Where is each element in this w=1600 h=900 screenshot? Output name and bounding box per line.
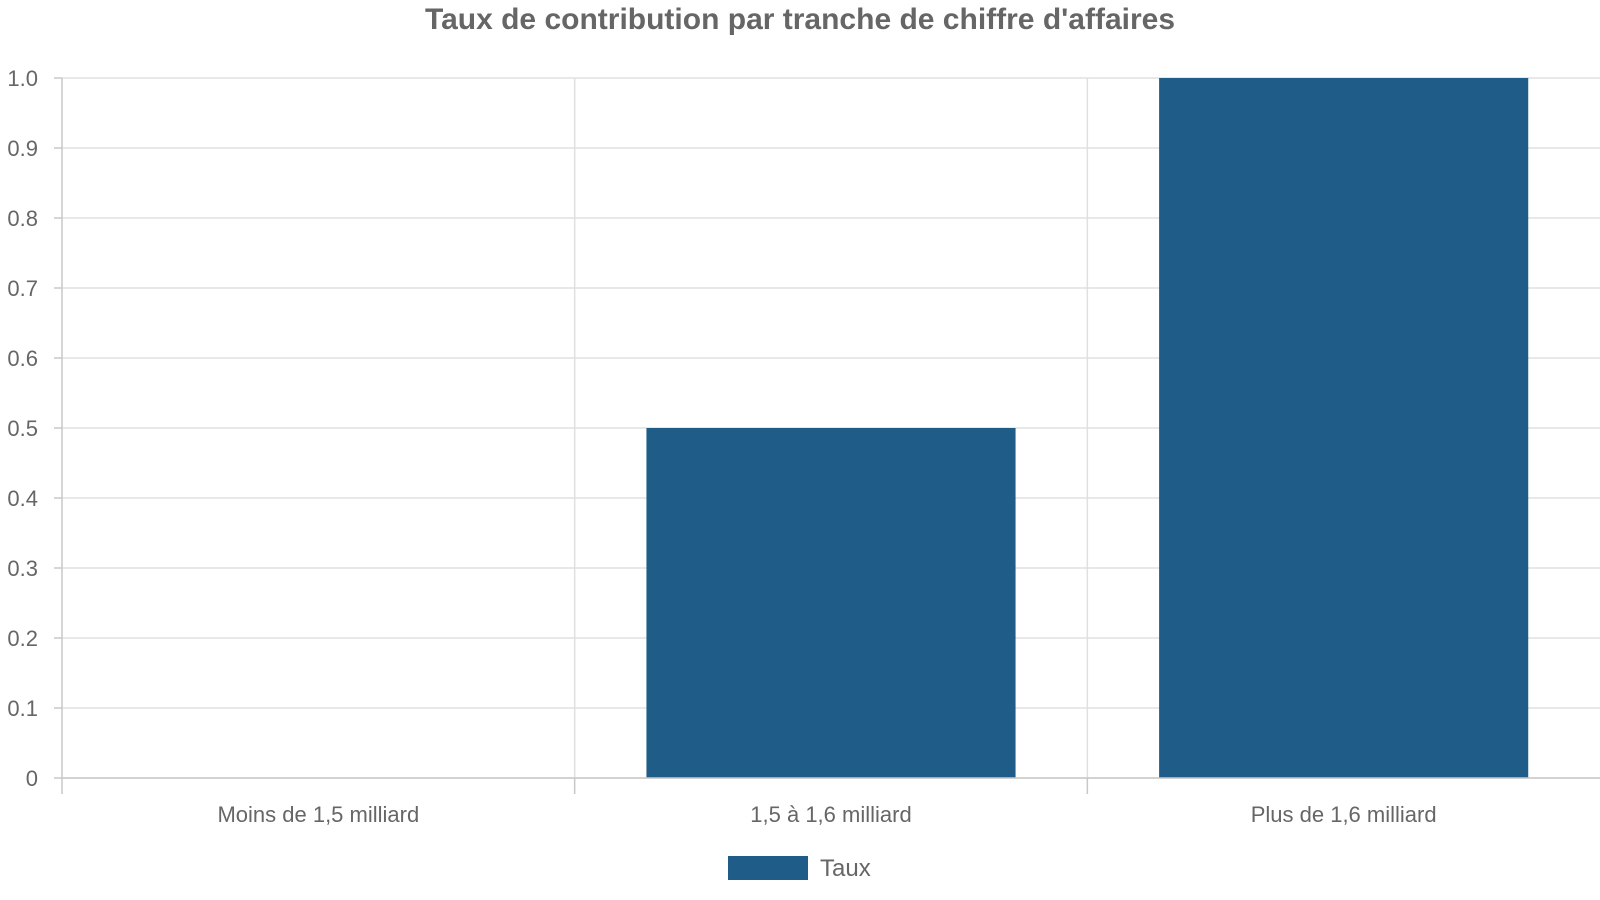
chart-title: Taux de contribution par tranche de chif…: [425, 3, 1175, 36]
x-tick-label: Moins de 1,5 milliard: [217, 802, 419, 827]
y-tick-label: 0.8: [7, 206, 38, 231]
legend-label: Taux: [820, 855, 871, 882]
legend[interactable]: Taux: [728, 855, 871, 882]
y-tick-label: 0.7: [7, 276, 38, 301]
legend-swatch: [728, 856, 808, 880]
y-tick-label: 0.1: [7, 696, 38, 721]
y-tick-label: 0.5: [7, 416, 38, 441]
axes: [54, 77, 1600, 794]
y-tick-label: 0.2: [7, 626, 38, 651]
y-tick-label: 0.9: [7, 136, 38, 161]
bars: [646, 78, 1529, 778]
bar[interactable]: [1159, 78, 1529, 778]
y-tick-labels: 0 0.1 0.2 0.3 0.4 0.5 0.6 0.7 0.8 0.9 1.0: [7, 66, 38, 791]
x-tick-labels: Moins de 1,5 milliard 1,5 à 1,6 milliard P…: [217, 802, 1436, 827]
y-tick-label: 0: [26, 766, 38, 791]
x-tick-label: Plus de 1,6 milliard: [1251, 802, 1437, 827]
y-tick-label: 0.4: [7, 486, 38, 511]
bar[interactable]: [646, 428, 1016, 778]
y-tick-label: 1.0: [7, 66, 38, 91]
y-tick-label: 0.6: [7, 346, 38, 371]
y-tick-label: 0.3: [7, 556, 38, 581]
x-tick-label: 1,5 à 1,6 milliard: [750, 802, 911, 827]
